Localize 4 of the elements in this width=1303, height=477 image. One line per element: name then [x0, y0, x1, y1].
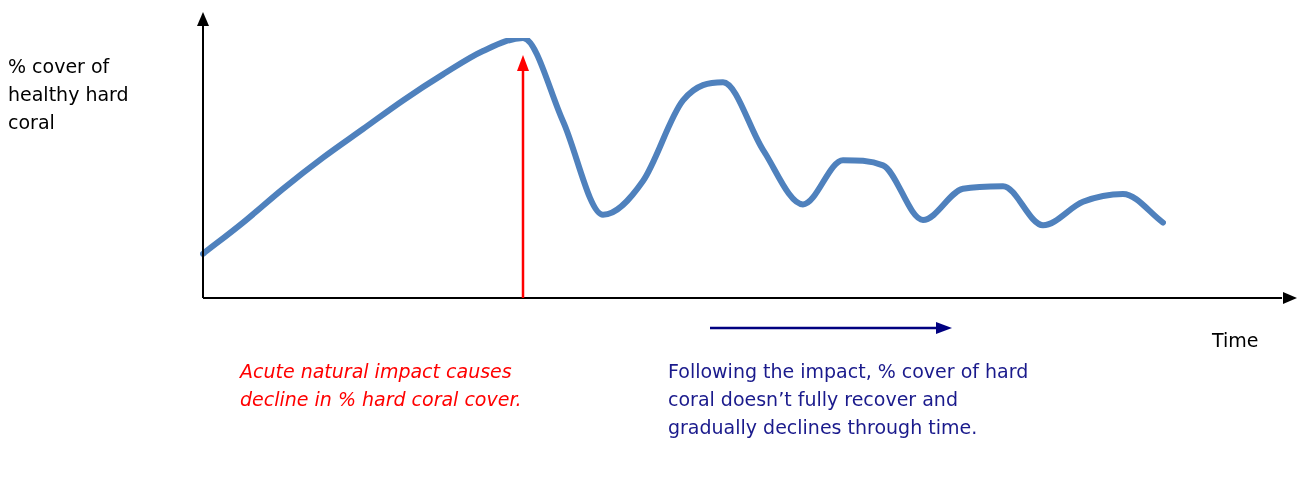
x-axis-title: Time: [1212, 328, 1259, 353]
text: Acute natural impact causes decline in % hard coral cover.: [240, 359, 523, 412]
y-axis-title: % cover of healthy hard coral: [8, 54, 130, 135]
text: Following the impact, % cover of hard coral doesn’t fully recover and gradually declines through time.: [668, 359, 1030, 440]
